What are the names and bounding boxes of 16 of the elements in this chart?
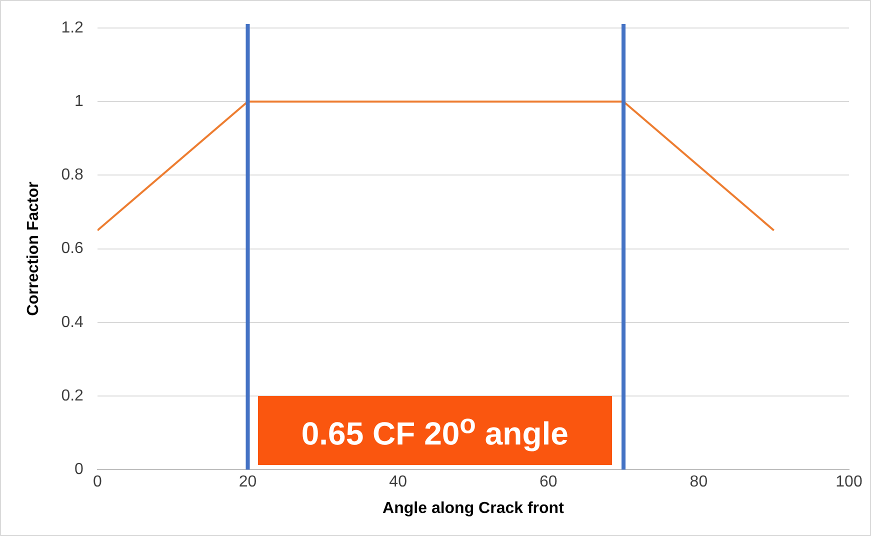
- x-tick-label: 0: [92, 474, 102, 491]
- x-tick-label: 40: [389, 474, 408, 491]
- x-tick-label: 60: [539, 474, 558, 491]
- y-tick-label: 1.2: [61, 19, 84, 36]
- y-tick-label: 0: [74, 461, 84, 478]
- x-tick-label: 80: [690, 474, 708, 491]
- y-tick-label: 0.8: [61, 166, 84, 184]
- x-axis-title: Angle along Crack front: [382, 500, 565, 517]
- y-tick-label: 1: [74, 93, 84, 110]
- y-tick-label: 0.6: [61, 240, 84, 258]
- y-tick-label: 0.2: [61, 387, 84, 404]
- y-axis-title: Correction Factor: [25, 182, 42, 316]
- y-tick-label: 0.4: [61, 314, 84, 331]
- annotation: 0.65 CF 20$^{o}$ angle: [301, 408, 568, 453]
- x-tick-label: 100: [836, 474, 862, 491]
- x-tick-label: 20: [238, 474, 257, 491]
